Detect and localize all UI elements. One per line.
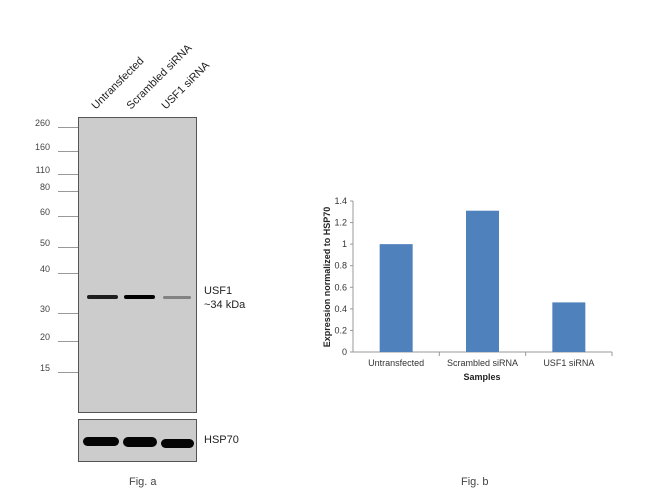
y-tick-label: 1.2 — [334, 218, 347, 228]
bar-usf1-sirna — [552, 302, 586, 352]
y-tick-label: 0.4 — [334, 304, 347, 314]
mw-marker-label: 40 — [39, 264, 50, 274]
mw-marker-tick — [58, 273, 78, 274]
mw-marker-label: 20 — [39, 332, 50, 342]
y-tick-label: 1 — [342, 239, 347, 249]
y-tick-label: 0.6 — [334, 282, 347, 292]
usf1-blot-panel — [78, 117, 197, 413]
mw-marker-tick — [58, 127, 78, 128]
mw-marker-tick — [58, 313, 78, 314]
y-tick-label: 0.8 — [334, 261, 347, 271]
usf1-band-lane-2 — [124, 295, 155, 299]
mw-marker-label: 160 — [34, 142, 50, 152]
usf1-label: USF1 — [204, 285, 233, 297]
mw-marker-label: 60 — [39, 207, 50, 217]
mw-marker-tick — [58, 372, 78, 373]
figure-a-caption: Fig. a — [129, 476, 157, 488]
hsp70-band-lane-2 — [123, 437, 157, 447]
usf1-mw-label: ~34 kDa — [204, 299, 246, 311]
y-tick-label: 0 — [342, 347, 347, 357]
mw-marker-label: 110 — [35, 165, 50, 175]
mw-marker-label: 80 — [39, 182, 50, 192]
y-axis-label: Expression normalized to HSP70 — [322, 207, 332, 348]
mw-marker-label: 260 — [34, 118, 50, 128]
mw-marker-tick — [58, 191, 78, 192]
usf1-band-lane-3 — [163, 296, 191, 299]
mw-marker-label: 30 — [39, 304, 50, 314]
hsp70-band-lane-1 — [83, 437, 119, 446]
y-tick-label: 1.4 — [334, 196, 347, 206]
mw-marker-tick — [58, 151, 78, 152]
x-tick-label: Scrambled siRNA — [447, 358, 518, 368]
usf1-band-lane-1 — [87, 295, 118, 299]
figure-b-caption: Fig. b — [461, 476, 489, 488]
hsp70-band-lane-3 — [161, 439, 194, 448]
mw-marker-tick — [58, 247, 78, 248]
x-tick-label: USF1 siRNA — [543, 358, 594, 368]
mw-marker-label: 15 — [39, 363, 50, 373]
mw-marker-label: 50 — [39, 238, 50, 248]
x-tick-label: Untransfected — [368, 358, 424, 368]
hsp70-blot-panel — [78, 419, 197, 462]
mw-marker-tick — [58, 174, 78, 175]
hsp70-label: HSP70 — [204, 434, 239, 446]
bar-untransfected — [379, 244, 413, 352]
bar-scrambled-sirna — [466, 210, 499, 352]
mw-marker-tick — [58, 216, 78, 217]
y-tick-label: 0.2 — [334, 325, 347, 335]
x-axis-label: Samples — [463, 372, 500, 382]
mw-marker-tick — [58, 341, 78, 342]
